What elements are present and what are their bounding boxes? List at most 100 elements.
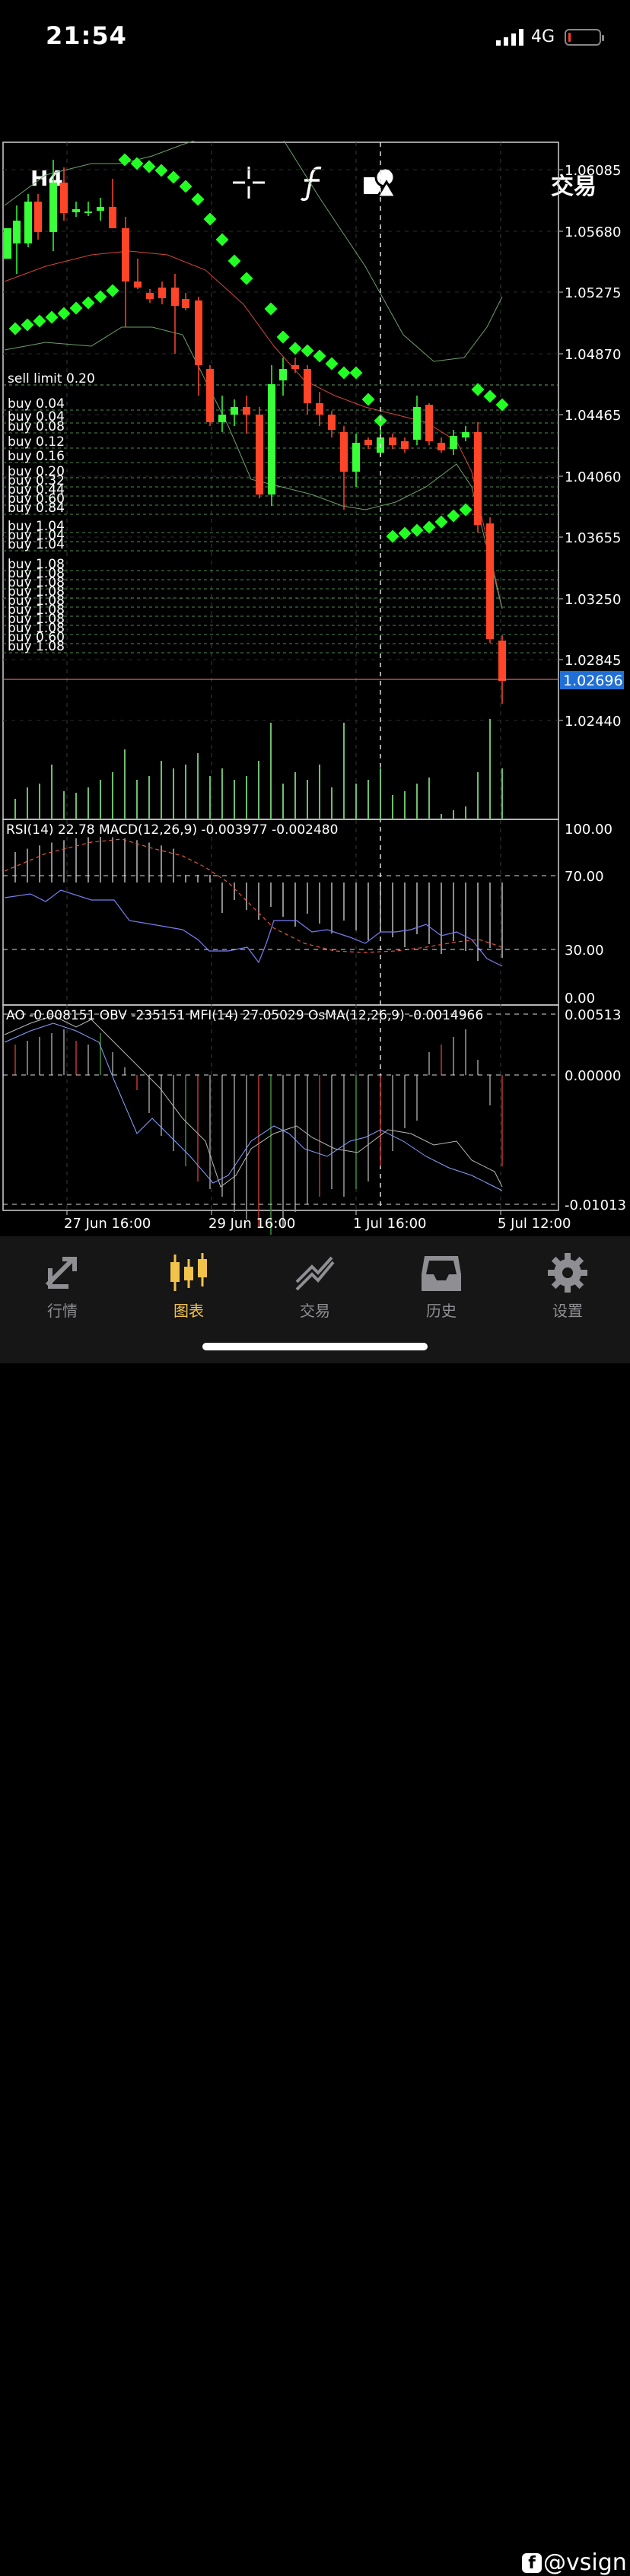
sar-dot [45,310,59,324]
tab-label-settings: 设置 [552,1302,583,1320]
order-label-buy: buy 1.08 [8,593,65,609]
order-label-buy: buy 0.84 [8,501,65,516]
sar-dot [191,192,205,206]
tab-history[interactable]: 历史 [396,1244,487,1328]
rsi-line [4,889,503,967]
sar-dot [142,160,156,173]
candle-bull [462,432,469,437]
sar-dot [33,314,46,328]
chart-area[interactable]: sell limit 0.20 buy 0.04 buy 0.04 buy 0.08 b… [0,136,630,1236]
candle-bear [304,369,311,403]
sar-dot [276,330,290,344]
order-label-buy: buy 0.12 [8,434,65,450]
sar-dot [118,153,132,167]
macd-signal-line [4,838,503,953]
order-label-buy: buy 1.08 [8,557,65,572]
order-label-buy: buy 1.08 [8,603,65,618]
order-label-buy: buy 0.60 [8,630,65,645]
sar-dot [337,366,351,380]
settings-gear-icon [548,1253,587,1293]
sar-dot [410,523,424,537]
tab-trade[interactable]: 交易 [269,1244,361,1328]
price-label: 1.02845 [565,653,621,669]
sar-dot [154,164,168,177]
obv-line [4,1015,503,1188]
sar-dot [361,393,375,406]
sar-dot [434,515,448,529]
crosshair-icon[interactable] [230,164,268,202]
sar-dot [288,342,302,355]
ao-histogram [14,1029,503,1235]
candle-bull [49,183,57,232]
candle-bear [109,207,116,228]
panel2-axis: 100.00 70.00 30.00 0.00 [3,822,612,1007]
candle-bear [498,641,506,681]
mfi-line [4,1022,503,1191]
candle-bear [158,288,166,298]
candle-bear [438,443,445,450]
sar-dot [264,302,278,316]
price-label: 1.02440 [565,714,621,730]
order-label-buy: buy 0.20 [8,464,65,479]
status-bar: 21:54 4G [0,0,630,76]
sar-dot [21,318,34,332]
time-label: 27 Jun 16:00 [64,1216,151,1232]
candle-bear [243,407,250,415]
price-label: 1.06085 [565,163,621,179]
candle-bear [328,415,336,430]
current-price-tag [560,671,624,689]
order-label-buy: buy 1.08 [8,575,65,590]
sar-dot [386,530,399,543]
candle-bear [122,228,129,281]
candle-bull [13,221,21,243]
sar-dot [106,284,119,297]
candle-bear [389,437,396,445]
candle-bull [24,202,32,243]
sar-dot [130,157,144,170]
history-inbox-icon [422,1256,461,1291]
current-price-value: 1.02696 [563,673,623,689]
candle-bear [146,293,154,299]
sar-dot [349,366,363,380]
order-label-buy: buy 1.04 [8,537,65,552]
candle-bull [268,384,275,495]
tab-label-chart: 图表 [173,1302,204,1320]
order-label-buy: buy 1.08 [8,584,65,599]
tab-settings[interactable]: 设置 [522,1244,613,1328]
tab-chart[interactable]: 图表 [143,1244,234,1328]
grid [3,142,558,1210]
candle-bear [34,202,42,232]
indicators-icon[interactable] [295,164,333,202]
trade-icon [295,1256,335,1291]
candle-bear [474,432,482,525]
chart-candles-icon [170,1253,207,1291]
time-axis: 27 Jun 16:00 29 Jun 16:00 1 Jul 16:00 5 Jul… [64,1210,571,1232]
order-label-buy: buy 0.08 [8,419,65,434]
order-label-buy: buy 0.44 [8,482,65,498]
candle-bull [97,207,104,211]
time-label: 1 Jul 16:00 [353,1216,427,1232]
panel2-axis-label: 70.00 [565,869,604,885]
price-label: 1.04465 [565,408,621,424]
order-label-buy: buy 1.08 [8,639,65,654]
bollinger-bands [4,136,503,609]
sar-dot [69,301,83,315]
tab-label-trade: 交易 [300,1302,330,1320]
facebook-icon: f [522,2553,542,2573]
candle-bear [182,299,189,308]
candle-bull [84,211,92,213]
tab-quotes[interactable]: 行情 [17,1244,108,1328]
candle-bear [486,523,494,639]
order-label-buy: buy 1.08 [8,621,65,636]
candle-bear [316,403,323,415]
sar-dot [495,398,509,412]
price-axis: 1.06085 1.05680 1.05275 1.04870 1.04465 1.040… [558,163,621,730]
candle-bull [413,407,421,440]
order-label-buy: buy 1.04 [8,519,65,534]
sar-dot [94,290,107,304]
quotes-icon [45,1257,77,1289]
price-label: 1.05680 [565,224,621,240]
tab-label-history: 历史 [426,1302,457,1320]
